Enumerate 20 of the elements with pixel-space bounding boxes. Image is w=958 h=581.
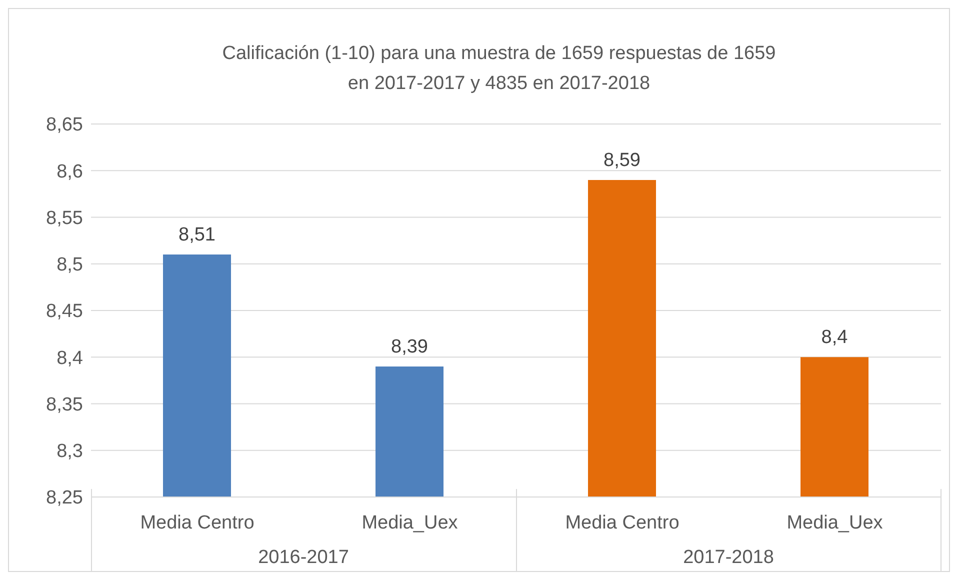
data-label: 8,51 [178,224,216,246]
x-tick-label: Media Centro [565,512,680,534]
x-tick-label: Media_Uex [362,512,458,534]
y-tick-label: 8,4 [56,348,84,369]
y-tick-label: 8,5 [56,254,83,276]
data-label: 8,59 [604,150,640,171]
y-tick-label: 8,35 [46,394,83,416]
text: 2016-2017 [257,547,350,569]
text: 2017-2018 [682,547,775,569]
chart-title: Calificación (1-10) para una muestra de 1659 respuestas de 1659 en 2017-2017 y 4835 en 2017-2018 [221,42,777,96]
x-tick-label: Media_Uex [786,512,884,534]
y-tick-label: 8,55 [46,208,83,229]
x-tick-label: Media Centro [140,512,254,534]
y-tick-label: 8,3 [56,441,83,462]
y-tick-label: 8,45 [46,301,83,322]
data-label: 8,4 [821,327,848,348]
y-tick-label: 8,65 [46,114,83,136]
data-label: 8,39 [391,336,428,358]
y-tick-label: 8,25 [46,488,83,509]
y-tick-label: 8,6 [56,161,83,182]
